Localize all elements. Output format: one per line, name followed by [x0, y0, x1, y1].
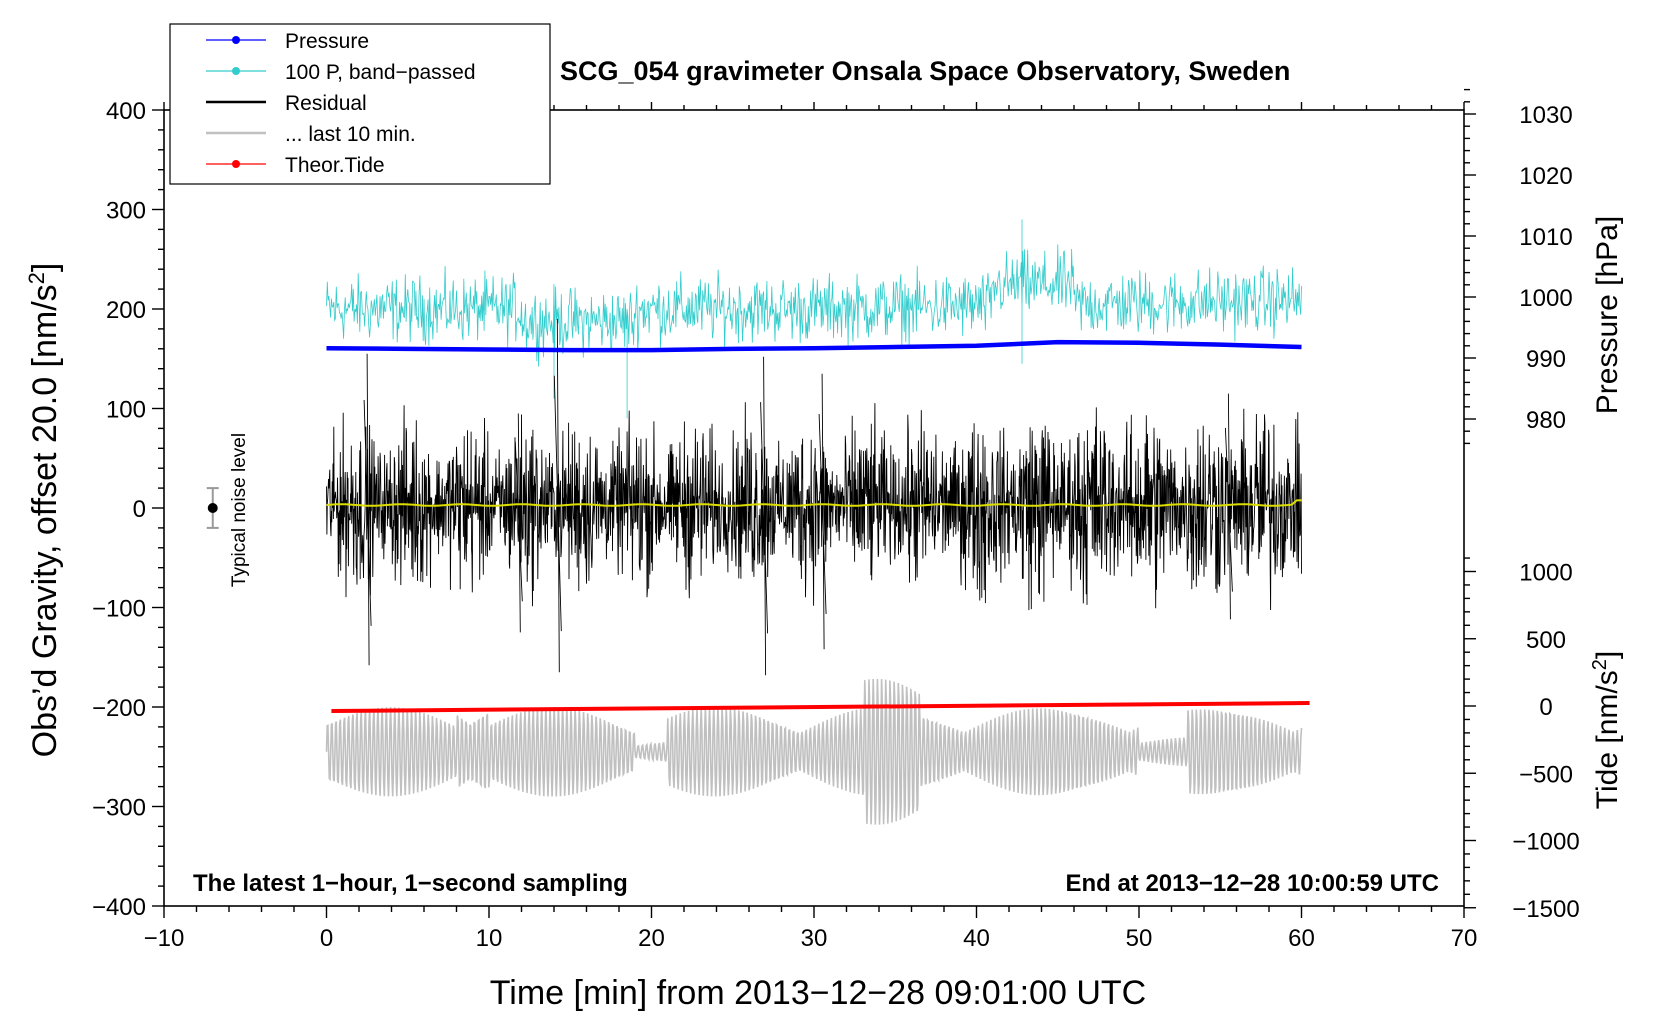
residual-line — [326, 318, 1302, 676]
tide-axis-title-main: Tide [nm/s — [1591, 670, 1624, 809]
x-tick-label: 60 — [1288, 925, 1315, 952]
legend: Pressure 100 P, band−passed Residual ... la… — [169, 23, 551, 185]
y-tick-label: 0 — [133, 496, 146, 523]
tide-axis-title: Tide [nm/s2] — [1589, 651, 1624, 809]
legend-label: Theor.Tide — [285, 154, 385, 177]
pressure-tick-label: 980 — [1526, 407, 1566, 434]
x-tick-label: 20 — [638, 925, 665, 952]
tide-tick-label: 0 — [1539, 694, 1552, 721]
pressure-tick-label: 1030 — [1519, 102, 1572, 129]
x-tick-label: 0 — [320, 925, 333, 952]
legend-box — [169, 23, 551, 185]
series-layer — [325, 219, 1310, 825]
tide-tick-label: −1000 — [1512, 829, 1579, 856]
y-tick-label: 100 — [106, 397, 146, 424]
last-10-min-line — [325, 678, 1303, 825]
y-tick-label: 200 — [106, 297, 146, 324]
y-axis-title-close: ] — [26, 263, 64, 272]
pressure-axis-title: Pressure [hPa] — [1591, 216, 1624, 414]
legend-label: Pressure — [285, 30, 369, 53]
y-tick-label: −100 — [92, 596, 146, 623]
x-tick-label: 30 — [801, 925, 828, 952]
legend-marker — [232, 160, 240, 168]
pressure-tick-label: 1020 — [1519, 163, 1572, 190]
y-tick-label: 400 — [106, 98, 146, 125]
pressure-tick-label: 990 — [1526, 346, 1566, 373]
y-axis-gravity: −400 −300 −200 −100 0 100 200 300 400 — [92, 98, 164, 921]
noise-bar-dot — [207, 503, 218, 513]
noise-level-label: Typical noise level — [229, 433, 250, 587]
x-axis-title: Time [min] from 2013−12−28 09:01:00 UTC — [490, 974, 1146, 1012]
y-tick-label: −400 — [92, 894, 146, 921]
end-time-annotation: End at 2013−12−28 10:00:59 UTC — [1065, 870, 1439, 897]
tide-axis-title-sup: 2 — [1589, 659, 1611, 670]
tide-tick-label: 1000 — [1519, 560, 1572, 587]
y-axis-pressure: 980 990 1000 1010 1020 1030 — [1464, 88, 1573, 445]
x-tick-label: 10 — [476, 925, 503, 952]
y-axis-title-sup: 2 — [24, 272, 49, 284]
x-tick-label: 70 — [1451, 925, 1478, 952]
pressure-tick-label: 1010 — [1519, 224, 1572, 251]
theoretical-tide-line — [331, 701, 1310, 713]
pressure-line — [326, 339, 1302, 353]
legend-label: 100 P, band−passed — [285, 61, 476, 84]
sampling-annotation: The latest 1−hour, 1−second sampling — [193, 870, 628, 897]
tide-tick-label: 500 — [1526, 627, 1566, 654]
band-passed-pressure-line — [326, 219, 1302, 419]
legend-marker — [232, 36, 240, 44]
y-tick-label: −300 — [92, 795, 146, 822]
pressure-tick-label: 1000 — [1519, 285, 1572, 312]
y-tick-label: 300 — [106, 198, 146, 225]
tide-tick-label: −500 — [1519, 761, 1573, 788]
y-axis-title-main: Obs’d Gravity, offset 20.0 [nm/s — [26, 284, 64, 757]
noise-level-indicator — [206, 487, 219, 529]
tide-axis-title-close: ] — [1591, 651, 1624, 659]
x-tick-label: 40 — [963, 925, 990, 952]
legend-label: Residual — [285, 92, 367, 115]
tide-tick-label: −1500 — [1512, 896, 1579, 923]
legend-label: ... last 10 min. — [285, 123, 416, 146]
y-axis-title: Obs’d Gravity, offset 20.0 [nm/s2] — [24, 263, 65, 758]
y-tick-label: −200 — [92, 695, 146, 722]
residual-mean-line — [326, 499, 1302, 507]
x-tick-label: 50 — [1126, 925, 1153, 952]
x-axis: −10 0 10 20 30 40 50 60 70 — [144, 102, 1478, 952]
y-axis-tide: −1500 −1000 −500 0 500 1000 — [1464, 557, 1580, 923]
x-tick-label: −10 — [144, 925, 185, 952]
chart-title: SCG_054 gravimeter Onsala Space Observat… — [560, 56, 1290, 86]
legend-marker — [232, 67, 240, 75]
